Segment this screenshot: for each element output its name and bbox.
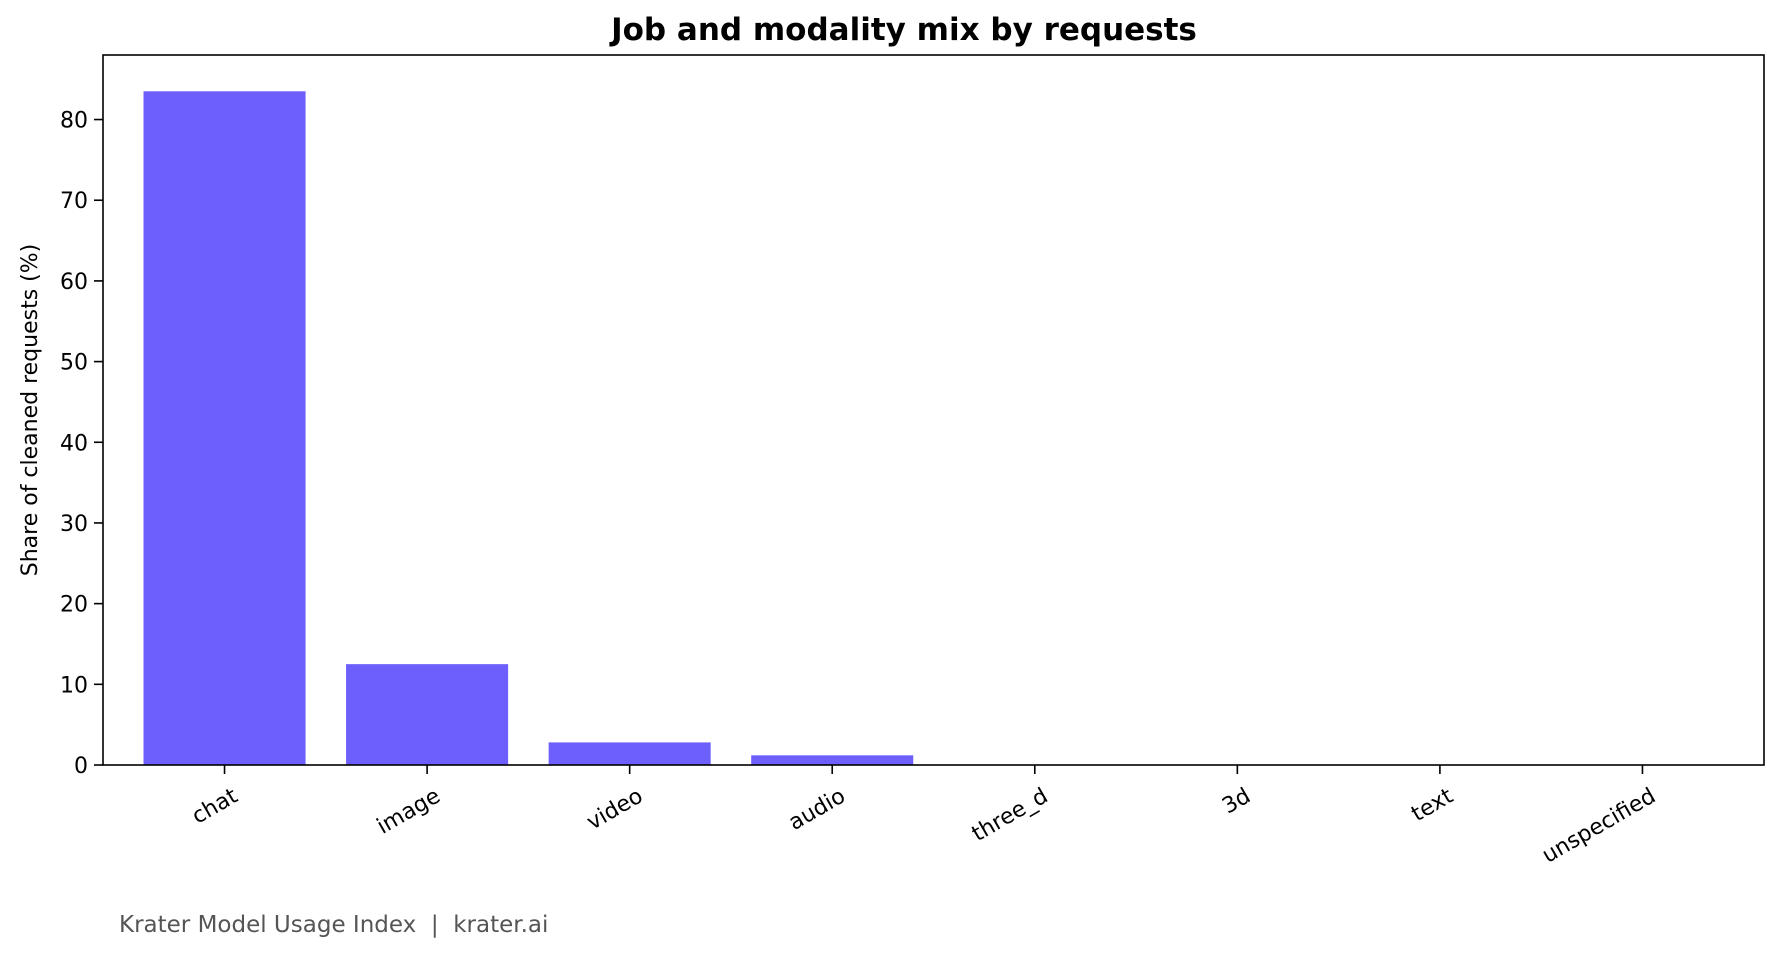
x-tick-label: image bbox=[373, 784, 445, 840]
y-tick-label: 30 bbox=[60, 512, 88, 537]
y-tick-label: 10 bbox=[60, 673, 88, 698]
x-tick-label: three_d bbox=[968, 784, 1053, 847]
bars-layer bbox=[143, 91, 914, 765]
bar-video bbox=[548, 742, 711, 765]
bar-chat bbox=[143, 91, 306, 765]
x-axis: chat image video audio three_d 3d text unspecif… bbox=[188, 765, 1660, 869]
chart-title: Job and modality mix by requests bbox=[609, 12, 1197, 48]
x-tick-label: video bbox=[583, 784, 648, 836]
bar-audio bbox=[751, 755, 914, 765]
plot-frame bbox=[102, 54, 1765, 766]
y-tick-label: 80 bbox=[60, 109, 88, 134]
footer-source-note: Krater Model Usage Index | krater.ai bbox=[119, 912, 549, 938]
x-tick-label: text bbox=[1407, 784, 1457, 828]
x-tick-label: audio bbox=[785, 784, 850, 836]
y-tick-label: 50 bbox=[60, 351, 88, 376]
y-tick-label: 20 bbox=[60, 593, 88, 618]
y-tick-label: 40 bbox=[60, 431, 88, 456]
y-axis: 0 10 20 30 40 50 60 70 80 bbox=[60, 109, 103, 779]
x-tick-label: 3d bbox=[1218, 784, 1255, 820]
x-tick-label: chat bbox=[188, 784, 243, 830]
y-tick-label: 70 bbox=[60, 189, 88, 214]
y-axis-label: Share of cleaned requests (%) bbox=[18, 244, 43, 577]
y-tick-label: 60 bbox=[60, 270, 88, 295]
bar-image bbox=[346, 664, 509, 765]
x-tick-label: unspecified bbox=[1538, 784, 1660, 869]
y-tick-label: 0 bbox=[74, 754, 88, 779]
